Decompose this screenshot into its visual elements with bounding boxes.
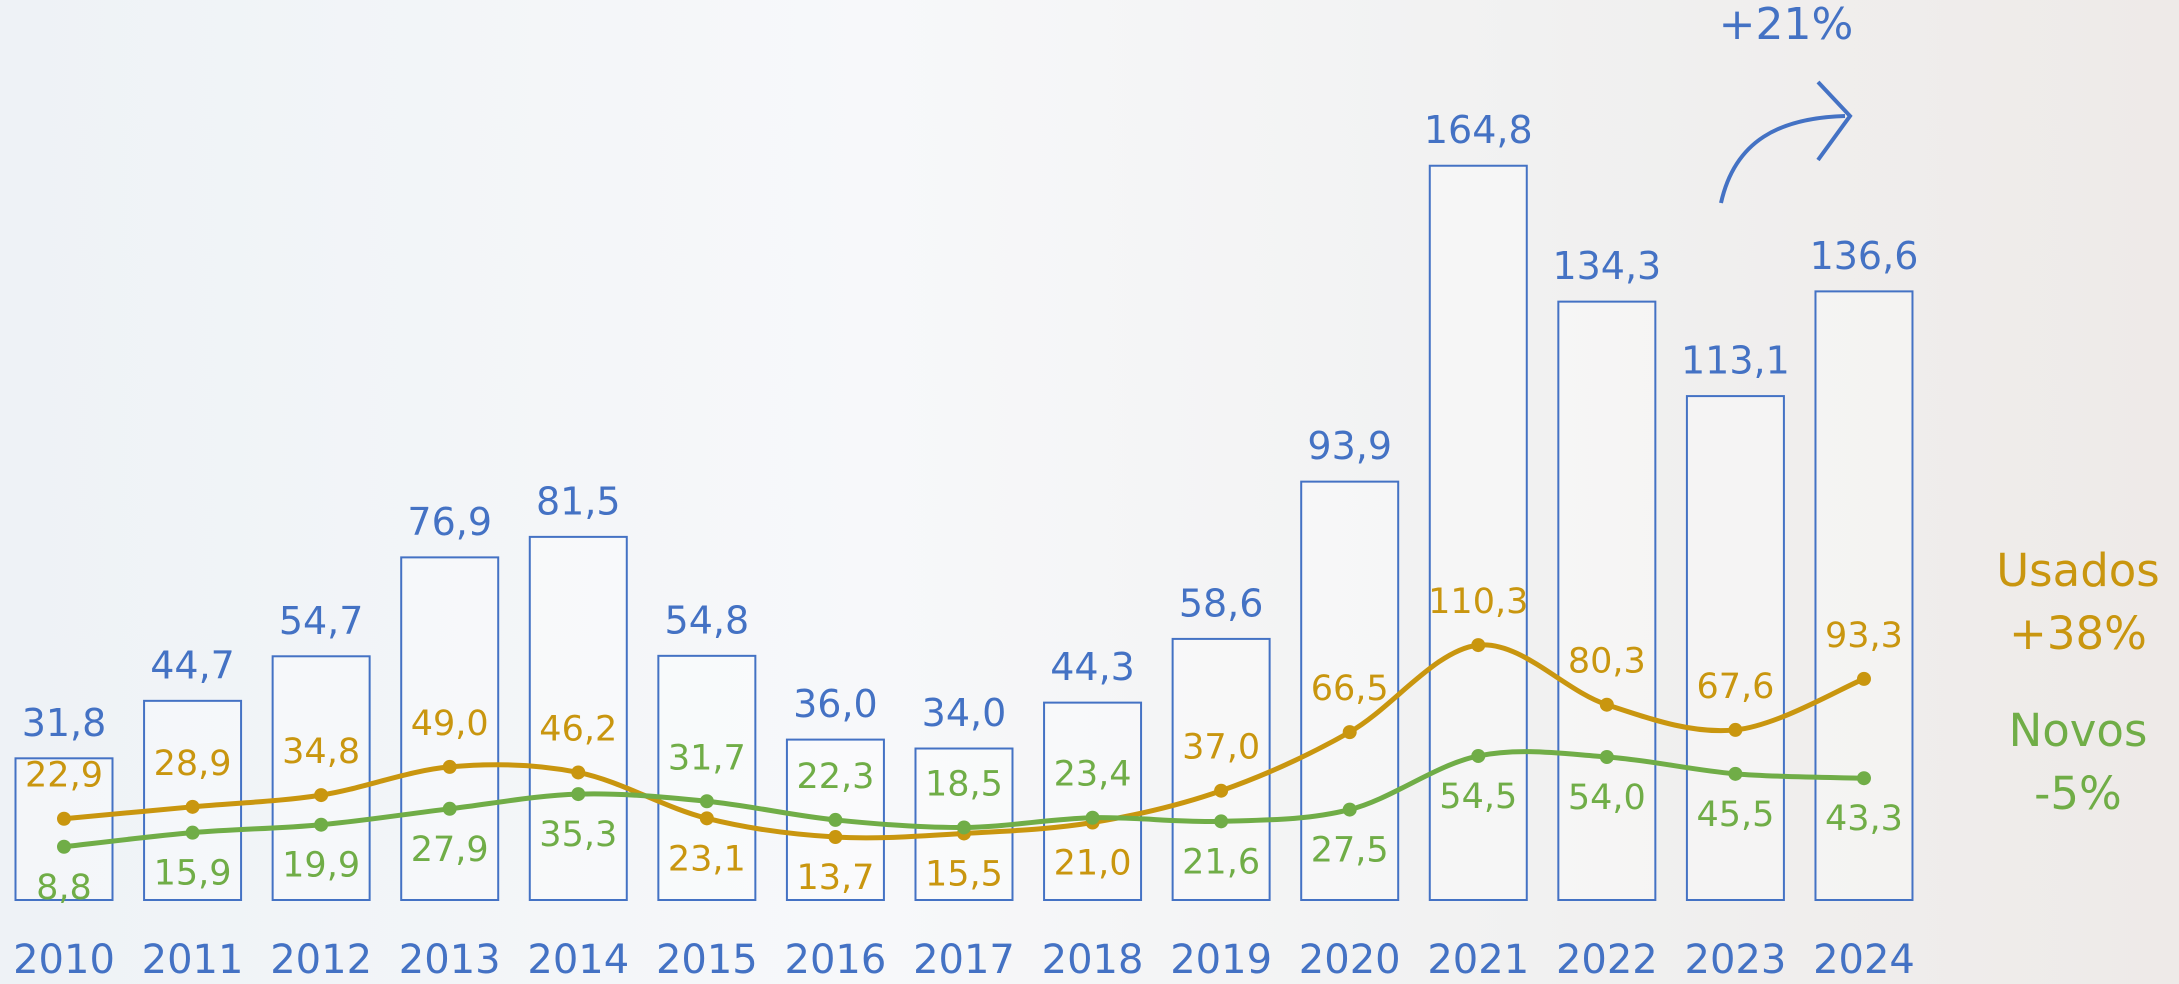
- point: [571, 787, 585, 801]
- point: [828, 830, 842, 844]
- bar-value-label: 76,9: [407, 500, 492, 544]
- bar-value-label: 136,6: [1810, 234, 1919, 278]
- point-value-label: 28,9: [154, 744, 232, 784]
- point-value-label: 31,7: [668, 738, 746, 778]
- x-tick-label: 2011: [142, 937, 244, 983]
- point: [828, 813, 842, 827]
- x-tick-label: 2015: [656, 937, 758, 983]
- point: [57, 840, 71, 854]
- point: [1086, 811, 1100, 825]
- point: [1728, 723, 1742, 737]
- point-value-label: 18,5: [925, 764, 1003, 804]
- bar-value-label: 164,8: [1424, 108, 1533, 152]
- point-value-label: 93,3: [1825, 616, 1903, 656]
- x-tick-label: 2014: [527, 937, 629, 983]
- point: [186, 800, 200, 814]
- point-value-label: 54,0: [1568, 778, 1646, 818]
- chart: +21% 2010 2011 2012 2013 2014 2015 2016 2017 201…: [0, 0, 2179, 984]
- x-tick-label: 2013: [399, 937, 501, 983]
- bar-value-label: 44,3: [1050, 645, 1135, 689]
- point-value-label: 27,9: [411, 830, 489, 870]
- point: [57, 812, 71, 826]
- point: [1343, 803, 1357, 817]
- point-value-label: 21,6: [1182, 842, 1260, 882]
- bar-value-label: 134,3: [1552, 244, 1661, 288]
- point-value-label: 80,3: [1568, 642, 1646, 682]
- point: [1343, 725, 1357, 739]
- point-value-label: 49,0: [411, 704, 489, 744]
- point: [1214, 814, 1228, 828]
- bar-value-label: 34,0: [922, 691, 1007, 735]
- point-value-label: 46,2: [539, 709, 617, 749]
- point-value-label: 15,5: [925, 854, 1003, 894]
- bar-value-label: 36,0: [793, 682, 878, 726]
- point: [1857, 672, 1871, 686]
- point: [1728, 767, 1742, 781]
- x-tick-label: 2024: [1813, 937, 1915, 983]
- point-value-label: 27,5: [1311, 831, 1389, 871]
- point: [1214, 784, 1228, 798]
- legend-name: Novos: [2009, 704, 2148, 757]
- point: [443, 802, 457, 816]
- point: [700, 794, 714, 808]
- point: [957, 820, 971, 834]
- point-value-label: 67,6: [1696, 667, 1774, 707]
- point-value-label: 37,0: [1182, 728, 1260, 768]
- point: [1471, 749, 1485, 763]
- x-tick-label: 2019: [1170, 937, 1272, 983]
- bar-value-label: 58,6: [1179, 581, 1264, 625]
- point-value-label: 43,3: [1825, 799, 1903, 839]
- point-value-label: 35,3: [539, 815, 617, 855]
- point-value-label: 19,9: [282, 846, 360, 886]
- point: [186, 826, 200, 840]
- growth-arrow-head: [1818, 82, 1850, 160]
- bar-value-label: 54,8: [665, 598, 750, 642]
- x-tick-label: 2010: [13, 937, 115, 983]
- x-tick-label: 2016: [785, 937, 887, 983]
- page: +21% 2010 2011 2012 2013 2014 2015 2016 2017 201…: [0, 0, 2179, 984]
- growth-arrow: [1721, 116, 1845, 203]
- x-tick-label: 2022: [1556, 937, 1658, 983]
- x-tick-label: 2020: [1299, 937, 1401, 983]
- point-value-label: 34,8: [282, 732, 360, 772]
- point: [1600, 750, 1614, 764]
- x-tick-label: 2017: [913, 937, 1015, 983]
- point: [314, 818, 328, 832]
- point: [443, 760, 457, 774]
- legend-change: +38%: [2009, 607, 2147, 660]
- bar-value-label: 81,5: [536, 479, 621, 523]
- bar-value-label: 31,8: [22, 701, 107, 745]
- x-tick-label: 2021: [1427, 937, 1529, 983]
- point: [1471, 638, 1485, 652]
- point: [1857, 771, 1871, 785]
- point: [571, 765, 585, 779]
- point-value-label: 8,8: [36, 868, 92, 908]
- point-value-label: 66,5: [1311, 669, 1389, 709]
- growth-label: +21%: [1719, 0, 1854, 50]
- bar-value-label: 54,7: [279, 599, 364, 643]
- legend-name: Usados: [1996, 544, 2160, 597]
- point-value-label: 54,5: [1439, 777, 1517, 817]
- bar-value-label: 93,9: [1307, 424, 1392, 468]
- point: [700, 811, 714, 825]
- point: [1600, 698, 1614, 712]
- x-tick-label: 2012: [270, 937, 372, 983]
- legend-change: -5%: [2034, 767, 2122, 820]
- point-value-label: 21,0: [1054, 844, 1132, 884]
- point-value-label: 15,9: [154, 854, 232, 894]
- point-value-label: 22,3: [796, 757, 874, 797]
- point-value-label: 110,3: [1428, 582, 1528, 622]
- bar-value-label: 44,7: [150, 643, 235, 687]
- point: [314, 788, 328, 802]
- point-value-label: 22,9: [25, 756, 103, 796]
- point-value-label: 23,1: [668, 839, 746, 879]
- x-tick-label: 2018: [1042, 937, 1144, 983]
- x-tick-label: 2023: [1685, 937, 1787, 983]
- bar-value-label: 113,1: [1681, 339, 1790, 383]
- point-value-label: 23,4: [1054, 755, 1132, 795]
- point-value-label: 45,5: [1696, 795, 1774, 835]
- point-value-label: 13,7: [796, 858, 874, 898]
